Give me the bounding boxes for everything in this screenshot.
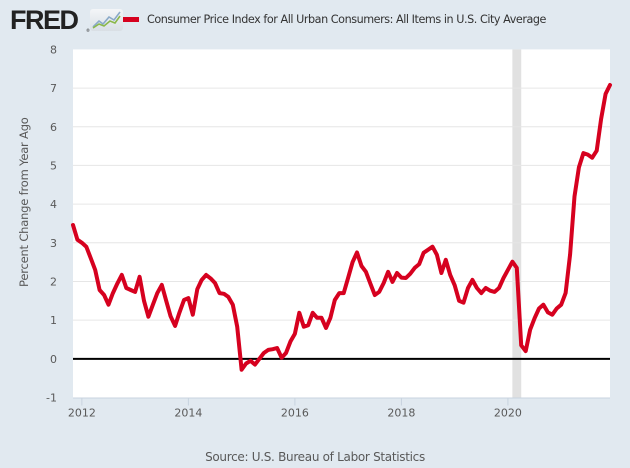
data-points [72, 84, 611, 370]
recession-bands [512, 49, 522, 398]
legend-swatch [123, 16, 139, 22]
legend-label: Consumer Price Index for All Urban Consu… [147, 12, 546, 26]
x-tick-label: 2016 [281, 407, 309, 420]
y-tick-label: -1 [46, 392, 57, 405]
x-tick-label: 2020 [494, 407, 522, 420]
y-tick-label: 5 [50, 159, 57, 172]
y-tick-label: 8 [50, 43, 57, 56]
registered-mark: ® [86, 28, 90, 33]
x-axis-ticks: 2012 2014 2016 2018 2020 [68, 397, 610, 420]
recession-band [512, 49, 522, 398]
x-tick-label: 2018 [387, 407, 415, 420]
y-tick-label: 0 [50, 353, 57, 366]
gridlines [73, 87, 610, 321]
y-axis-ticks: 8 7 6 5 4 3 2 1 0 -1 [46, 43, 57, 404]
chart-legend: Consumer Price Index for All Urban Consu… [123, 10, 546, 28]
y-tick-label: 3 [50, 237, 57, 250]
fred-logo-text: FRED [10, 5, 79, 35]
source-note: Source: U.S. Bureau of Labor Statistics [205, 450, 425, 464]
y-tick-label: 4 [50, 198, 57, 211]
chart-header: FRED ® Consumer Price Index for All Urba… [0, 0, 630, 40]
x-tick-label: 2014 [174, 407, 202, 420]
plot-area [73, 49, 610, 398]
y-tick-label: 2 [50, 275, 57, 288]
y-tick-label: 7 [50, 82, 57, 95]
series-line-cpi[interactable] [71, 83, 612, 372]
x-tick-label: 2012 [68, 407, 96, 420]
y-tick-label: 1 [50, 314, 57, 327]
y-tick-label: 6 [50, 121, 57, 134]
y-axis-label: Percent Change from Year Ago [17, 117, 31, 287]
fred-line-chart-icon [90, 9, 123, 31]
